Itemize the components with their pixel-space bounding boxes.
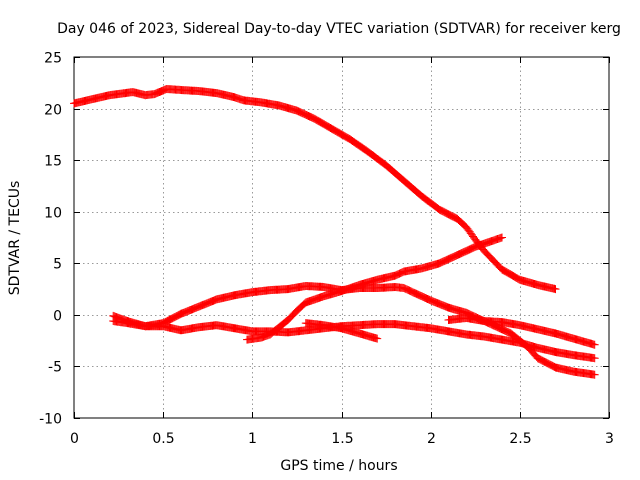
data-point <box>164 316 173 325</box>
data-point <box>342 133 351 142</box>
data-point <box>323 122 332 131</box>
data-point <box>536 355 545 364</box>
data-point <box>327 124 336 133</box>
data-point <box>340 131 349 140</box>
y-tick-labels: -10 -5 0 5 10 15 20 25 <box>39 51 62 428</box>
data-point <box>551 285 560 294</box>
series-arc-4 <box>243 233 506 344</box>
data-point <box>329 125 338 134</box>
data-point <box>166 315 175 324</box>
series-arc-5 <box>301 319 382 343</box>
y-axis-label: SDTVAR / TECUs <box>7 181 23 296</box>
data-point <box>335 129 344 138</box>
x-tick-label: 3 <box>605 431 614 447</box>
x-tick-label: 0 <box>70 431 79 447</box>
y-tick-label: -5 <box>48 360 62 376</box>
y-tick-label: 10 <box>44 206 62 222</box>
data-point <box>590 354 599 363</box>
series-arc-6 <box>444 314 599 379</box>
chart-title: Day 046 of 2023, Sidereal Day-to-day VTE… <box>57 21 621 37</box>
data-point <box>314 117 323 126</box>
data-point <box>498 233 506 242</box>
data-point <box>434 204 443 213</box>
data-point <box>319 119 328 128</box>
x-tick-label: 0.5 <box>152 431 174 447</box>
y-tick-label: -10 <box>39 412 62 428</box>
y-tick-label: 5 <box>53 257 62 273</box>
data-point <box>505 269 514 278</box>
data-point <box>538 356 547 365</box>
data-point <box>499 266 507 275</box>
data-point <box>325 123 334 132</box>
data-point <box>333 128 342 137</box>
series-arc-1 <box>70 85 560 294</box>
data-point <box>507 270 516 279</box>
data-point <box>344 134 353 143</box>
data-point <box>590 340 599 349</box>
data-point <box>359 144 367 153</box>
data-point <box>321 121 330 129</box>
data-point <box>501 267 510 276</box>
data-point <box>511 273 520 282</box>
data-point <box>534 354 543 363</box>
data-point <box>317 118 325 127</box>
data-point <box>373 334 382 343</box>
y-tick-label: 20 <box>44 103 62 119</box>
y-tick-label: 15 <box>44 154 62 170</box>
data-point <box>513 274 522 283</box>
x-tick-label: 1 <box>248 431 257 447</box>
x-tick-labels: 0 0.5 1 1.5 2 2.5 3 <box>70 431 614 447</box>
plot-frame <box>73 56 610 419</box>
grid-lines <box>74 57 609 418</box>
data-point <box>503 268 512 277</box>
x-axis-label: GPS time / hours <box>280 458 397 474</box>
axis-ticks <box>74 57 610 419</box>
data-point <box>331 127 340 135</box>
data-point <box>509 272 518 281</box>
y-tick-label: 0 <box>53 309 62 325</box>
data-point <box>312 116 321 125</box>
x-tick-label: 1.5 <box>331 431 353 447</box>
x-tick-label: 2 <box>427 431 436 447</box>
x-tick-label: 2.5 <box>509 431 531 447</box>
data-point <box>168 314 177 323</box>
data-series <box>70 85 599 379</box>
data-point <box>338 130 346 139</box>
data-point <box>590 370 599 379</box>
y-tick-label: 25 <box>44 51 62 67</box>
